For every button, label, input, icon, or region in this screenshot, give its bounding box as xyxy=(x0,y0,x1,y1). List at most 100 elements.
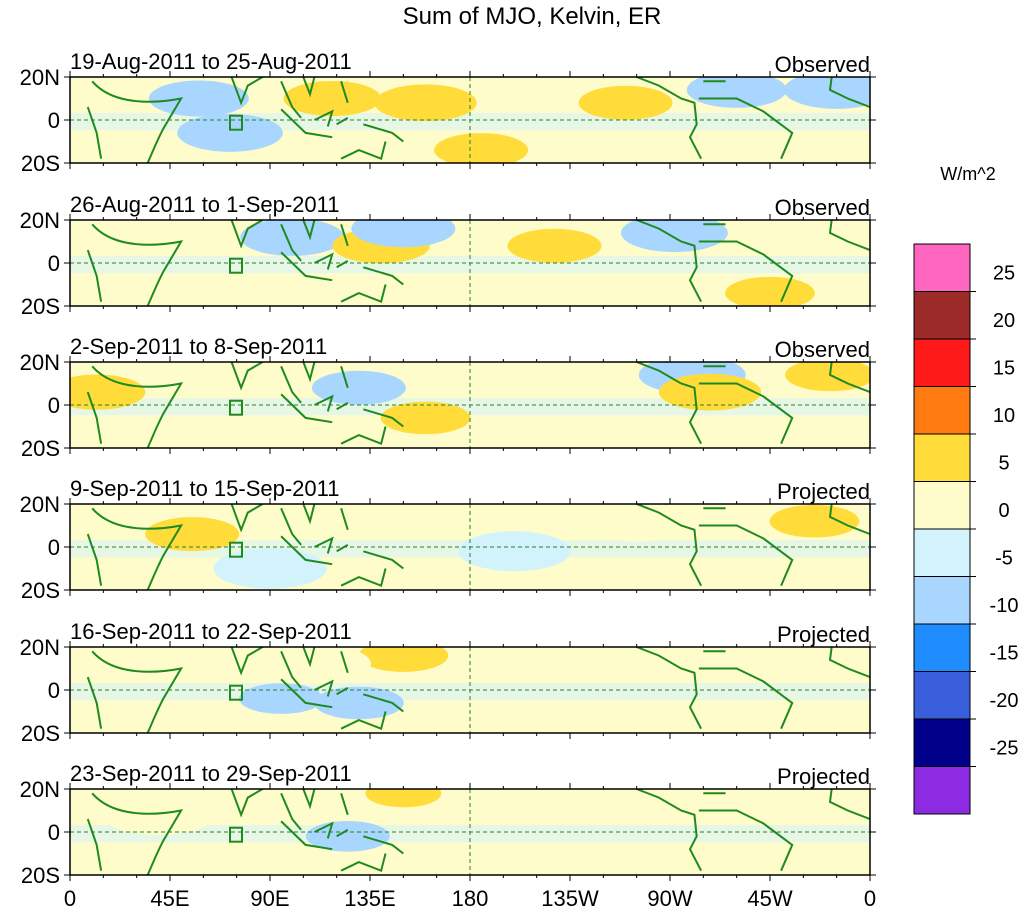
coastline-caribbean xyxy=(665,504,726,510)
map-plot-area xyxy=(70,220,870,306)
map-plot-area xyxy=(70,362,870,448)
coastline-india xyxy=(230,362,265,391)
coastline-se-asia xyxy=(280,789,316,831)
anomaly-contour xyxy=(177,113,283,152)
coastlines xyxy=(86,504,870,590)
coastline-se-asia xyxy=(280,647,316,689)
coastline-south-america-east xyxy=(698,240,794,303)
coastline-africa-west xyxy=(86,106,103,159)
map-plot-area xyxy=(70,789,870,875)
coastline-west-africa xyxy=(828,220,870,252)
coastline-india xyxy=(230,220,265,249)
anomaly-contour xyxy=(507,228,602,263)
panel-status-label: Projected xyxy=(777,622,870,647)
coastline-australia xyxy=(340,568,387,588)
coastline-india xyxy=(230,77,265,106)
colorbar: W/m^2 25 20 15 10 5 0 -5 -10 -15 -20 -25 xyxy=(913,164,1019,815)
anomaly-blob xyxy=(148,80,249,117)
outlined-region-box xyxy=(229,826,243,843)
coastline-maritime-continent xyxy=(280,224,404,286)
map-plot-area xyxy=(70,77,870,163)
anomaly-contour xyxy=(239,683,324,714)
x-tick-label: 0 xyxy=(864,886,876,911)
anomaly-contour xyxy=(358,647,449,672)
anomaly-contour xyxy=(374,84,477,122)
coastline-south-america-east xyxy=(698,524,794,587)
anomaly-blob xyxy=(145,517,240,552)
anomaly-contour xyxy=(311,370,406,405)
coastline-maritime-continent xyxy=(280,651,404,713)
colorbar-label: -5 xyxy=(995,548,1013,570)
colorbar-label: -10 xyxy=(990,595,1019,617)
panel-period-label: 23-Sep-2011 to 29-Sep-2011 xyxy=(70,761,352,786)
map-panel: 16-Sep-2011 to 22-Sep-2011 Projected 20N 0 2… xyxy=(20,619,876,746)
chart-title: Sum of MJO, Kelvin, ER xyxy=(403,3,662,30)
coastline-west-africa xyxy=(828,77,870,109)
anomaly-contour xyxy=(70,374,146,410)
coastline-south-america-east xyxy=(698,809,794,872)
colorbar-swatch xyxy=(913,481,971,530)
y-tick-label: 20N xyxy=(20,350,60,375)
panel-ticks xyxy=(64,356,876,454)
anomaly-contour xyxy=(213,548,327,589)
colorbar-swatch xyxy=(913,576,971,625)
x-tick-label: 0 xyxy=(64,886,76,911)
anomaly-blob xyxy=(458,531,571,572)
anomaly-contour xyxy=(145,517,240,552)
anomaly-contour xyxy=(434,133,529,163)
coastline-se-asia xyxy=(280,362,316,404)
coastline-maritime-continent xyxy=(280,508,404,570)
y-tick-label: 20S xyxy=(21,863,60,888)
colorbar-units: W/m^2 xyxy=(940,164,995,184)
anomaly-blob xyxy=(686,77,787,108)
outlined-region-box xyxy=(229,684,243,701)
anomaly-contour xyxy=(769,504,860,538)
anomaly-blob xyxy=(578,85,673,120)
coastlines xyxy=(86,77,870,163)
anomaly-contour xyxy=(578,85,673,120)
coastline-west-africa xyxy=(828,789,870,821)
coastline-australia xyxy=(340,711,387,731)
map-panel: 23-Sep-2011 to 29-Sep-2011 Projected 20N 0 2… xyxy=(20,761,876,888)
x-axis: 0 45E 90E 135E 180 135W 90W 45W 0 xyxy=(64,886,876,911)
coastline-australia xyxy=(340,141,387,161)
anomaly-blob xyxy=(351,220,456,248)
anomaly-contour xyxy=(102,794,216,836)
coastline-caribbean xyxy=(665,362,726,368)
coastline-caribbean xyxy=(665,77,726,83)
anomaly-contour xyxy=(725,276,815,306)
panel-period-label: 16-Sep-2011 to 22-Sep-2011 xyxy=(70,619,352,644)
coastline-africa xyxy=(91,650,184,733)
colorbar-label: -20 xyxy=(990,690,1019,712)
anomaly-blob xyxy=(365,789,442,808)
panel-ticks xyxy=(64,71,876,169)
coastline-africa xyxy=(91,80,184,163)
y-tick-label: 0 xyxy=(48,108,60,133)
map-panel: 2-Sep-2011 to 8-Sep-2011 Observed 20N 0 20S xyxy=(20,334,876,461)
coastline-maritime-continent xyxy=(280,366,404,428)
anomaly-blob xyxy=(769,504,860,538)
y-tick-label: 20S xyxy=(21,578,60,603)
anomaly-blob xyxy=(621,220,728,253)
coastlines xyxy=(86,220,870,306)
coastline-se-asia xyxy=(280,77,316,119)
coastline-africa xyxy=(91,365,184,448)
colorbar-swatch xyxy=(913,433,971,482)
coastline-americas-west xyxy=(636,362,702,445)
colorbar-label: 20 xyxy=(993,310,1015,332)
colorbar-swatch xyxy=(913,338,971,387)
coastline-west-africa xyxy=(828,362,870,394)
anomaly-blob xyxy=(177,113,283,152)
coastline-maritime-continent xyxy=(280,793,404,855)
colorbar-label: -15 xyxy=(990,643,1019,665)
map-panel: 9-Sep-2011 to 15-Sep-2011 Projected 20N 0 20… xyxy=(20,476,876,603)
panel-status-label: Projected xyxy=(777,479,870,504)
colorbar-label: 10 xyxy=(993,405,1015,427)
anomaly-contour xyxy=(458,531,571,572)
anomaly-blob xyxy=(358,647,449,672)
x-tick-label: 135E xyxy=(344,886,395,911)
y-tick-label: 20N xyxy=(20,208,60,233)
panel-period-label: 19-Aug-2011 to 25-Aug-2011 xyxy=(70,49,352,74)
x-tick-label: 90E xyxy=(250,886,289,911)
